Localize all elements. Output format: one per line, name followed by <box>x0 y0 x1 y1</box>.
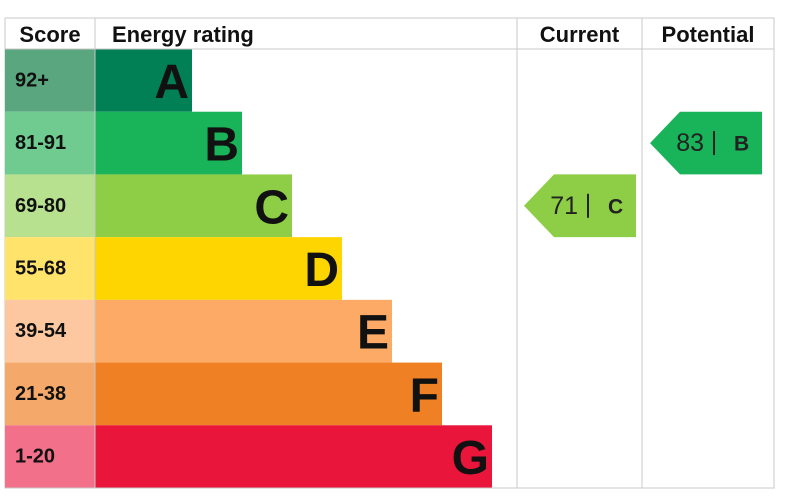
score-cell <box>5 362 95 426</box>
rating-letter: E <box>357 307 389 360</box>
rating-bar <box>95 111 242 175</box>
column-header: Energy rating <box>112 22 254 47</box>
potential-arrow <box>650 111 762 175</box>
score-cell <box>5 49 95 112</box>
column-header: Current <box>540 22 620 47</box>
score-cell <box>5 299 95 363</box>
rating-letter: B <box>204 119 239 172</box>
score-range: 39-54 <box>15 320 67 342</box>
rating-bar <box>95 299 392 363</box>
rating-bar <box>95 174 292 238</box>
score-range: 92+ <box>15 69 49 91</box>
current-rating: C <box>608 195 623 218</box>
score-range: 1-20 <box>15 446 55 468</box>
rating-letter: D <box>304 244 339 297</box>
current-score: 71 <box>550 192 578 220</box>
potential-rating: B <box>734 133 749 156</box>
rating-bar <box>95 362 442 426</box>
score-range: 21-38 <box>15 383 66 405</box>
rating-bar <box>95 49 192 112</box>
score-cell <box>5 174 95 238</box>
score-cell <box>5 237 95 300</box>
score-range: 69-80 <box>15 195 66 217</box>
score-range: 55-68 <box>15 258 66 280</box>
current-arrow <box>524 174 636 238</box>
column-header: Potential <box>662 22 755 47</box>
rating-bar <box>95 237 342 300</box>
rating-letter: G <box>452 432 489 485</box>
rating-letter: A <box>154 56 189 109</box>
rating-letter: F <box>410 369 439 422</box>
potential-score: 83 <box>676 129 704 157</box>
column-header: Score <box>19 22 80 47</box>
score-cell <box>5 111 95 175</box>
rating-letter: C <box>254 181 289 234</box>
rating-bar <box>95 425 492 488</box>
score-cell <box>5 425 95 488</box>
score-range: 81-91 <box>15 132 66 154</box>
